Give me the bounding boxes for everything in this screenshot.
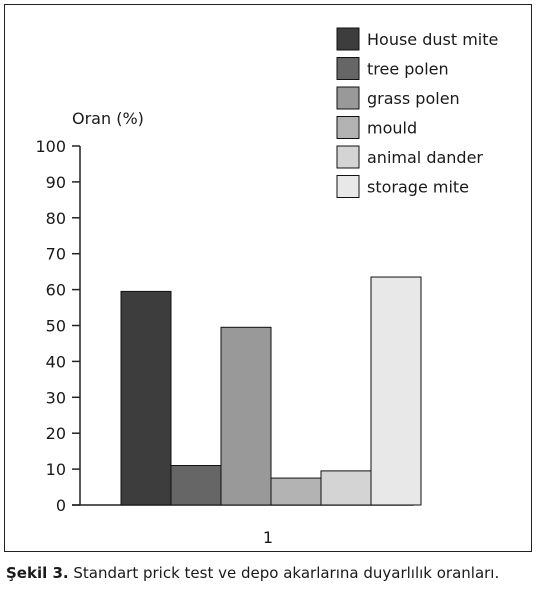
- legend-label: grass polen: [367, 89, 460, 108]
- legend-label: animal dander: [367, 148, 483, 167]
- legend-label: tree polen: [367, 60, 449, 79]
- y-tick-label: 50: [46, 317, 66, 336]
- y-tick-label: 60: [46, 281, 66, 300]
- y-tick-label: 40: [46, 352, 66, 371]
- legend-swatch: [336, 86, 360, 110]
- legend-swatch: [336, 145, 360, 169]
- bar-grass-polen: [220, 326, 272, 506]
- legend-label: storage mite: [367, 178, 469, 197]
- y-tick-label: 30: [46, 388, 66, 407]
- y-axis-title: Oran (%): [72, 109, 144, 128]
- bar-chart: 0 10 20 30 40 50 60 70 80 90 100 Oran (%) 1 House dus…: [35, 27, 498, 547]
- bar-storage-mite: [370, 276, 422, 506]
- y-tick-label: 70: [46, 245, 66, 264]
- legend-swatch: [336, 175, 360, 198]
- legend-label: mould: [367, 119, 417, 138]
- legend-label: House dust mite: [367, 30, 498, 49]
- bar-tree-polen: [170, 465, 222, 506]
- y-tick-label: 20: [46, 424, 66, 443]
- bar-mould: [270, 477, 322, 506]
- bar-animal-dander: [320, 470, 372, 506]
- x-category-label: 1: [263, 528, 273, 547]
- y-tick-label: 0: [56, 496, 66, 515]
- y-tick-label: 90: [46, 173, 66, 192]
- legend-swatch: [336, 27, 360, 51]
- y-tick-label: 80: [46, 209, 66, 228]
- caption-label: Şekil 3.: [6, 564, 69, 582]
- y-tick-label: 10: [46, 460, 66, 479]
- bar-house-dust-mite: [120, 290, 172, 506]
- figure-caption: Şekil 3. Standart prick test ve depo aka…: [6, 564, 534, 582]
- y-tick-label: 100: [35, 137, 66, 156]
- caption-text: Standart prick test ve depo akarlarına d…: [68, 564, 500, 582]
- chart-frame: [4, 4, 532, 552]
- legend-swatch: [336, 57, 360, 80]
- legend-swatch: [336, 116, 360, 139]
